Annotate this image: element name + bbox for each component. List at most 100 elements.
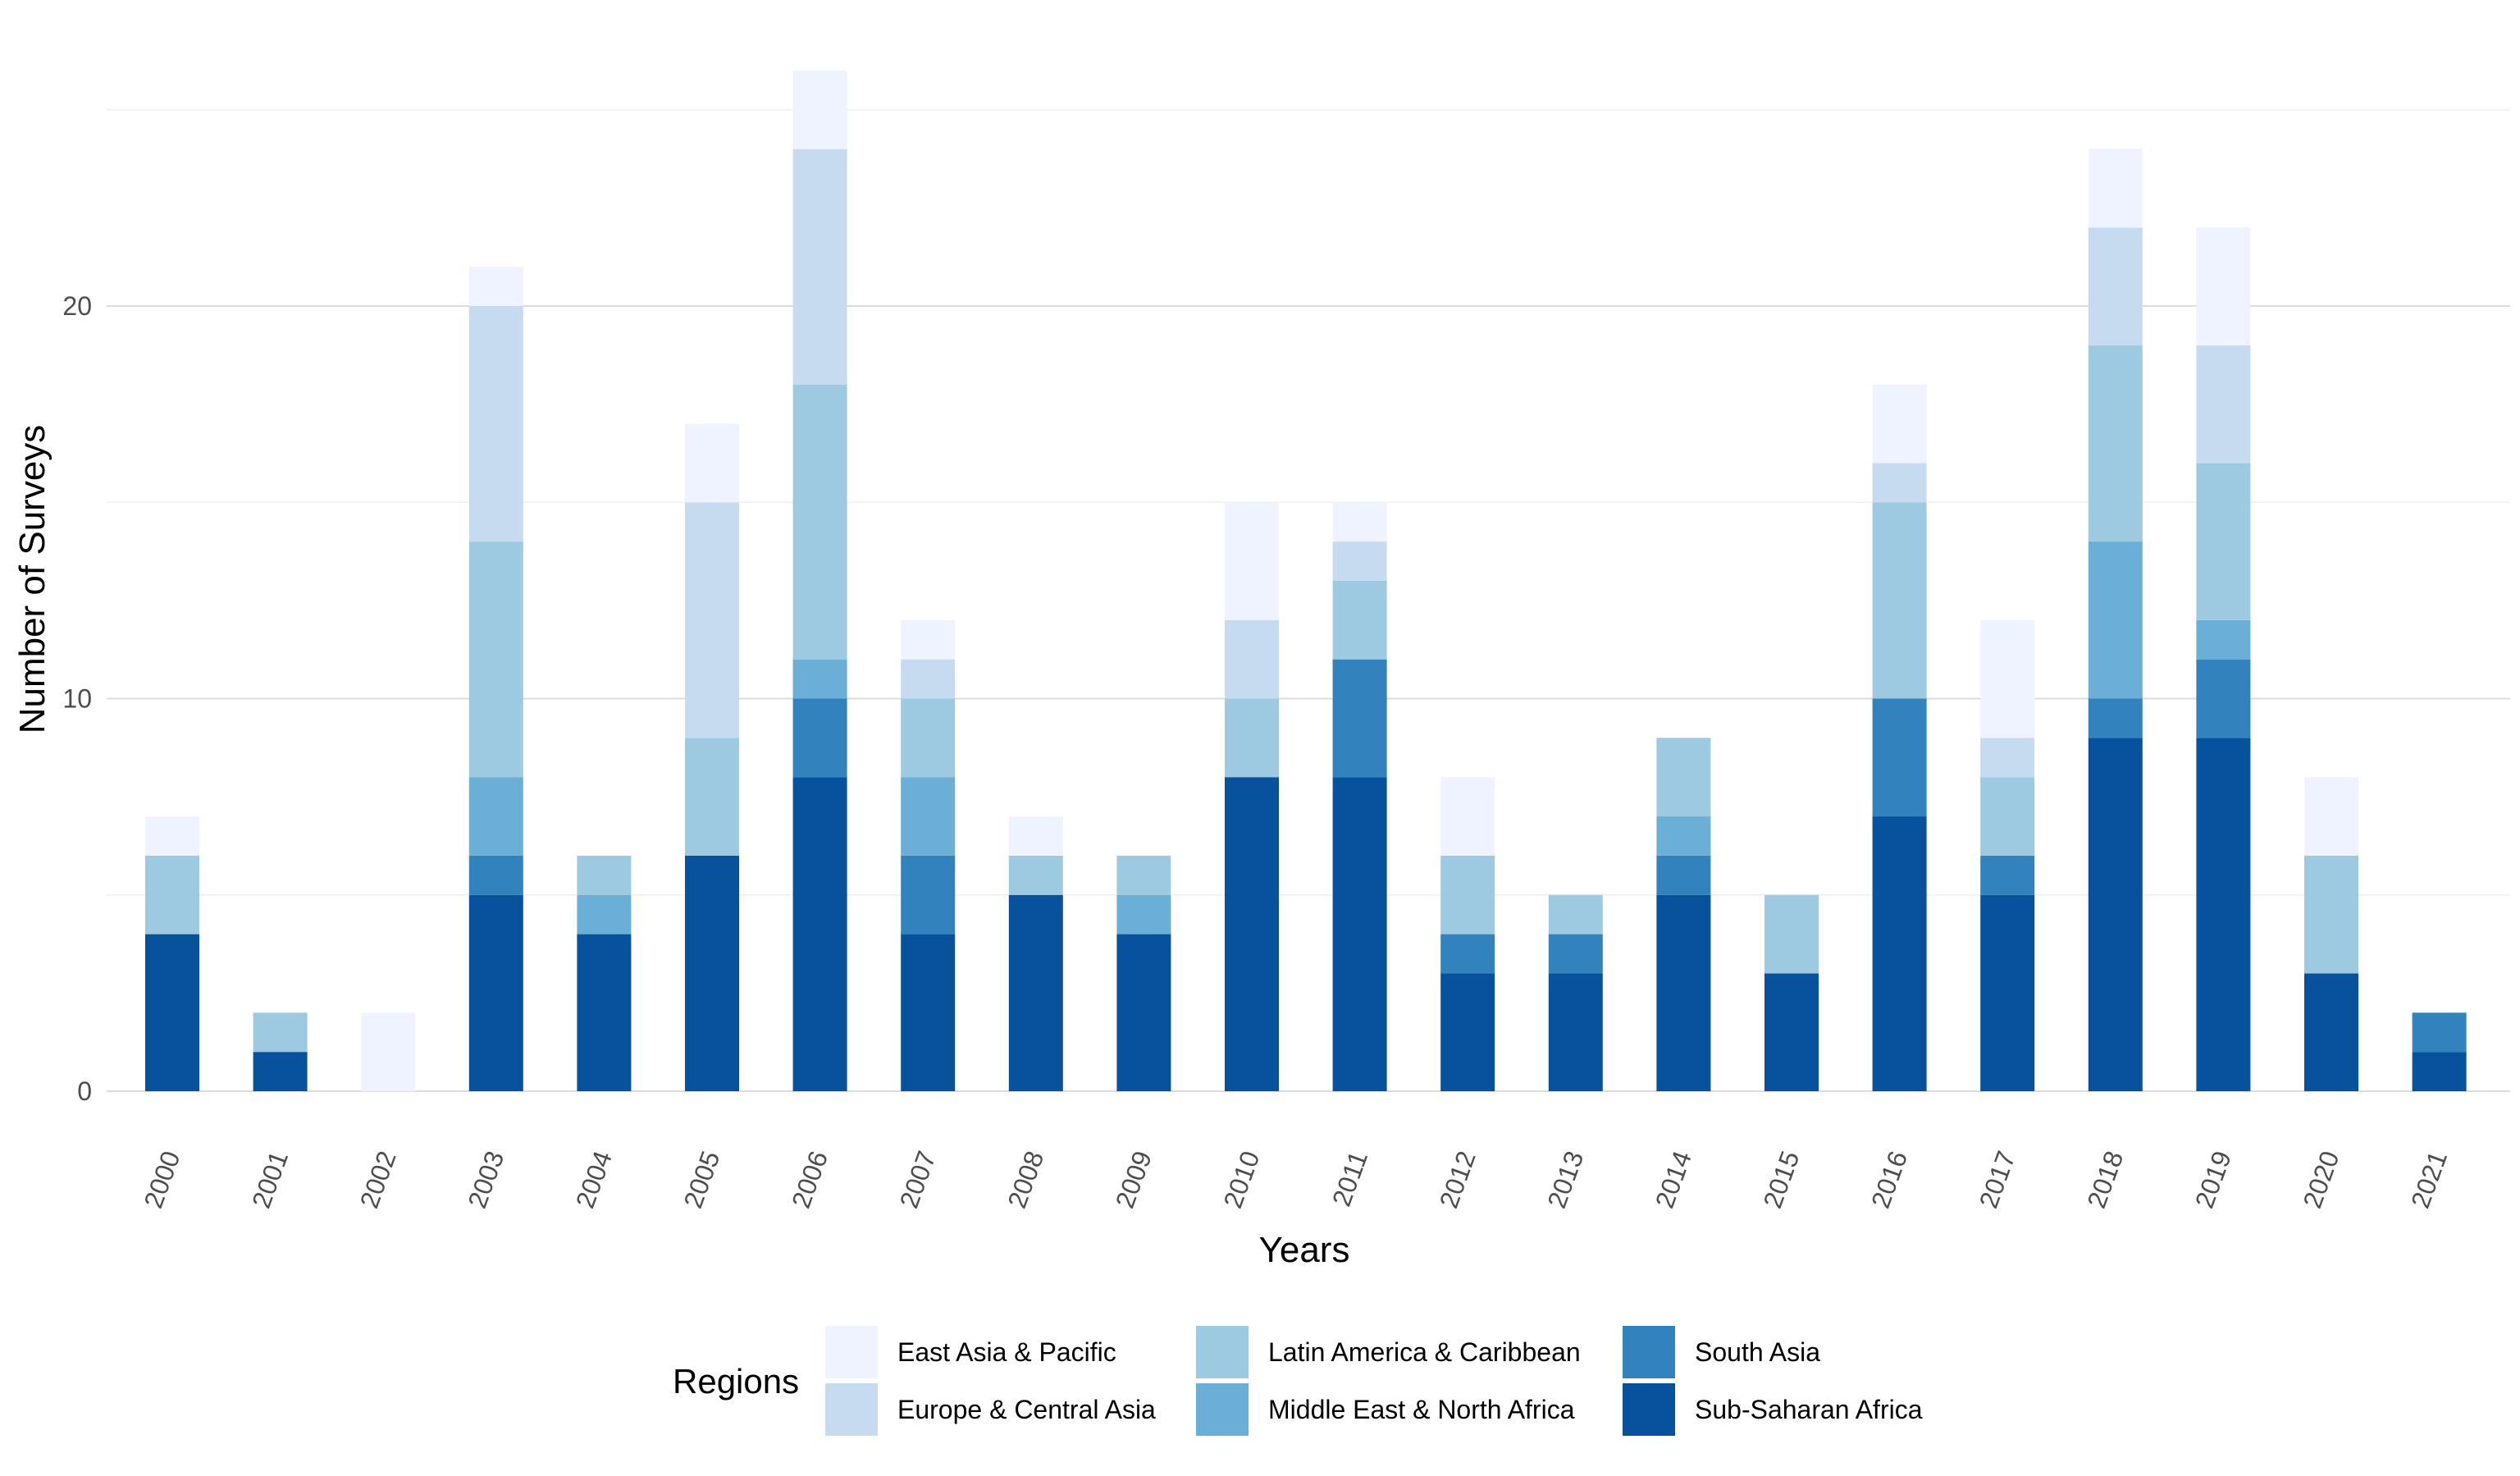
y-axis-ticks: 0 10 20	[62, 291, 92, 1106]
x-axis-title: Years	[1259, 1230, 1350, 1270]
bar-segment	[2088, 345, 2143, 542]
legend-label: Latin America & Caribbean	[1268, 1337, 1581, 1367]
x-tick-label: 2017	[1974, 1147, 2021, 1212]
bar-segment	[1764, 973, 1819, 1091]
x-tick-label: 2008	[1002, 1147, 1049, 1212]
bars	[145, 70, 2467, 1091]
bar-segment	[468, 894, 523, 1091]
gridlines	[107, 109, 2510, 1092]
bar-segment	[1872, 384, 1927, 464]
legend-key	[825, 1383, 878, 1436]
bar-segment	[1980, 738, 2035, 778]
bar-segment	[1440, 855, 1495, 934]
bar-segment	[1440, 973, 1495, 1091]
bar-segment	[1548, 973, 1603, 1091]
bar-segment	[2196, 738, 2251, 1091]
bar-segment	[2088, 738, 2143, 1091]
bar-segment	[2304, 855, 2358, 974]
bar-segment	[2304, 973, 2358, 1091]
bar-segment	[1656, 738, 1711, 817]
x-tick-label: 2018	[2081, 1147, 2129, 1212]
x-tick-label: 2003	[462, 1147, 509, 1212]
y-tick-label: 0	[77, 1076, 92, 1106]
bar-segment	[2196, 345, 2251, 464]
bar-segment	[577, 934, 632, 1091]
bar-segment	[145, 934, 199, 1091]
bar-segment	[792, 698, 847, 778]
bar-segment	[1440, 934, 1495, 974]
x-tick-label: 2005	[678, 1147, 725, 1212]
bar-segment	[1225, 502, 1279, 620]
x-tick-label: 2009	[1110, 1147, 1157, 1212]
bar-segment	[2196, 463, 2251, 620]
legend-label: Middle East & North Africa	[1268, 1395, 1575, 1424]
bar-segment	[468, 306, 523, 542]
x-tick-label: 2007	[894, 1147, 942, 1212]
bar-segment	[1008, 894, 1063, 1091]
legend-key	[1196, 1326, 1249, 1378]
bar-segment	[253, 1052, 308, 1091]
bar-segment	[577, 855, 632, 895]
bar-segment	[468, 542, 523, 778]
x-tick-label: 2011	[1326, 1147, 1373, 1210]
x-tick-label: 2002	[354, 1147, 402, 1212]
bar-segment	[792, 659, 847, 699]
bar-segment	[901, 619, 956, 660]
x-tick-label: 2016	[1865, 1147, 1913, 1212]
bar-segment	[1116, 894, 1171, 934]
y-tick-label: 20	[62, 291, 92, 321]
bar-segment	[253, 1012, 308, 1053]
bar-segment	[145, 816, 199, 856]
bar-segment	[792, 149, 847, 385]
bar-segment	[2088, 149, 2143, 228]
bar-segment	[1332, 659, 1387, 778]
x-tick-label: 2010	[1217, 1147, 1265, 1212]
x-tick-label: 2006	[786, 1147, 833, 1212]
bar-segment	[2412, 1052, 2467, 1091]
legend-label: Europe & Central Asia	[897, 1395, 1156, 1424]
legend-key	[1623, 1326, 1675, 1378]
bar-segment	[901, 934, 956, 1091]
bar-segment	[685, 738, 739, 856]
legend-key	[825, 1326, 878, 1378]
bar-segment	[361, 1012, 416, 1091]
bar-segment	[1872, 816, 1927, 1091]
bar-segment	[1872, 502, 1927, 699]
bar-segment	[1332, 777, 1387, 1091]
bar-segment	[1225, 777, 1279, 1091]
bar-segment	[2196, 659, 2251, 738]
bar-segment	[1116, 934, 1171, 1091]
x-tick-label: 2014	[1650, 1147, 1697, 1212]
bar-segment	[901, 777, 956, 856]
bar-segment	[1656, 816, 1711, 856]
x-tick-label: 2020	[2297, 1147, 2344, 1212]
legend-key	[1623, 1383, 1675, 1436]
y-axis-title: Number of Surveys	[12, 425, 52, 734]
bar-segment	[685, 423, 739, 503]
bar-segment	[2196, 227, 2251, 345]
x-tick-label: 2015	[1757, 1147, 1805, 1212]
bar-segment	[1656, 894, 1711, 1091]
bar-segment	[1332, 580, 1387, 660]
y-tick-label: 10	[62, 684, 92, 714]
bar-segment	[2196, 619, 2251, 660]
bar-segment	[2304, 777, 2358, 856]
legend-key	[1196, 1383, 1249, 1436]
x-tick-label: 2019	[2189, 1147, 2237, 1212]
bar-segment	[1548, 894, 1603, 934]
bar-segment	[901, 855, 956, 934]
legend-label: East Asia & Pacific	[897, 1337, 1116, 1367]
bar-segment	[1764, 894, 1819, 974]
bar-segment	[577, 894, 632, 934]
bar-segment	[1225, 698, 1279, 778]
bar-segment	[145, 855, 199, 934]
bar-segment	[1332, 542, 1387, 581]
bar-segment	[1225, 619, 1279, 699]
bar-segment	[685, 502, 739, 738]
bar-segment	[792, 777, 847, 1091]
legend-label: South Asia	[1695, 1337, 1820, 1367]
bar-segment	[2088, 542, 2143, 699]
bar-segment	[1332, 502, 1387, 542]
